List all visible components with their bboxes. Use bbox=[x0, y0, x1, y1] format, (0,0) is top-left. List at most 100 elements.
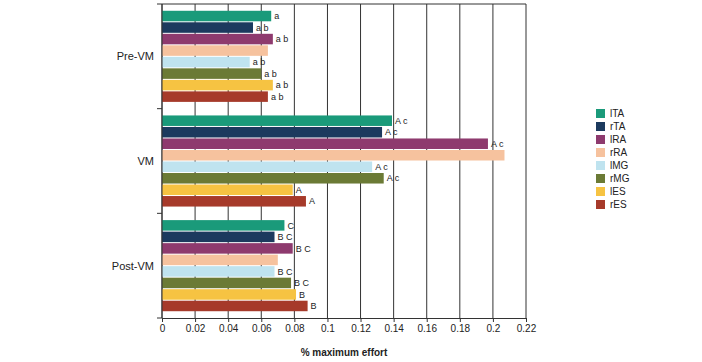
tick-label: 0.1 bbox=[321, 323, 335, 334]
grid-line bbox=[294, 4, 295, 318]
legend-swatch bbox=[596, 109, 605, 118]
tick-mark bbox=[157, 213, 162, 214]
tick-mark bbox=[228, 318, 229, 322]
legend-swatch bbox=[596, 161, 605, 170]
legend-label: rMG bbox=[610, 173, 630, 184]
bar bbox=[162, 68, 261, 79]
bar bbox=[162, 185, 293, 196]
grid-line bbox=[526, 4, 527, 318]
tick-label: 0 bbox=[160, 323, 166, 334]
annotation: A c bbox=[385, 127, 398, 137]
bars bbox=[162, 11, 504, 311]
tick-label: VM bbox=[138, 155, 155, 167]
tick: 0.12 bbox=[351, 318, 371, 334]
tick-label: 0.22 bbox=[517, 323, 537, 334]
legend: lTA rTA lRA rRA lMG rMG lES rES bbox=[596, 108, 630, 210]
legend-item: rTA bbox=[596, 121, 626, 132]
annotation: a bbox=[274, 11, 279, 21]
legend-label: rES bbox=[610, 199, 627, 210]
tick: 0.18 bbox=[451, 318, 471, 334]
legend-item: lRA bbox=[596, 134, 626, 145]
tick-mark bbox=[361, 318, 362, 322]
bar bbox=[162, 115, 392, 126]
bar bbox=[162, 80, 273, 91]
bar bbox=[162, 301, 308, 312]
tick-mark bbox=[195, 318, 196, 322]
bar bbox=[162, 220, 284, 231]
legend-swatch bbox=[596, 148, 605, 157]
annotation: A bbox=[309, 196, 315, 206]
plot: aA cCa bA cB Ca bA cB Ca bA cB Ca bA cB … bbox=[112, 4, 537, 334]
tick-mark bbox=[460, 318, 461, 322]
tick-mark bbox=[526, 318, 527, 322]
annotation: C bbox=[287, 221, 294, 231]
tick-mark bbox=[261, 318, 262, 322]
x-axis: 0 0.02 0.04 0.06 0.08 0.1 0.12 0.14 0.16 0.18 0.2 0… bbox=[160, 318, 537, 334]
annotation: B bbox=[311, 301, 317, 311]
grid-line bbox=[162, 4, 163, 318]
bar bbox=[162, 11, 271, 22]
bar bbox=[162, 138, 488, 149]
legend-item: lMG bbox=[596, 160, 629, 171]
tick-mark bbox=[493, 318, 494, 322]
axis-title: % maximum effort bbox=[301, 347, 388, 358]
annotation: B C bbox=[278, 267, 294, 277]
tick: 0.02 bbox=[186, 318, 206, 334]
bar bbox=[162, 266, 275, 277]
tick-label: 0.12 bbox=[351, 323, 371, 334]
legend-item: lES bbox=[596, 186, 626, 197]
legend-item: rES bbox=[596, 199, 627, 210]
tick-label: 0.04 bbox=[219, 323, 239, 334]
bar bbox=[162, 232, 275, 243]
annotation: a b bbox=[264, 69, 277, 79]
legend-item: rMG bbox=[596, 173, 630, 184]
legend-label: lRA bbox=[610, 134, 626, 145]
bar bbox=[162, 22, 253, 33]
bar bbox=[162, 162, 372, 173]
bar bbox=[162, 255, 278, 266]
legend-item: lTA bbox=[596, 108, 625, 119]
tick-mark bbox=[427, 318, 428, 322]
axis-line bbox=[163, 319, 527, 323]
annotation: A c bbox=[387, 173, 400, 183]
grid-line bbox=[492, 4, 493, 318]
bar bbox=[162, 243, 293, 254]
legend-swatch bbox=[596, 200, 605, 209]
grid-line bbox=[426, 4, 427, 318]
tick: 0.06 bbox=[252, 318, 272, 334]
bar bbox=[162, 278, 291, 289]
tick-mark bbox=[157, 4, 162, 5]
legend-swatch bbox=[596, 122, 605, 131]
annotation: a b bbox=[253, 57, 266, 67]
tick-label: 0.02 bbox=[186, 323, 206, 334]
tick-label: 0.14 bbox=[384, 323, 404, 334]
annotation: B C bbox=[278, 232, 294, 242]
tick-mark bbox=[157, 318, 162, 319]
grid-line bbox=[327, 4, 328, 318]
legend-label: rTA bbox=[610, 121, 626, 132]
tick: 0.22 bbox=[517, 318, 537, 334]
tick: 0.14 bbox=[384, 318, 404, 334]
tick-label: 0.06 bbox=[252, 323, 272, 334]
chart: aA cCa bA cB Ca bA cB Ca bA cB Ca bA cB … bbox=[0, 0, 702, 362]
tick: 0.16 bbox=[417, 318, 437, 334]
tick-mark bbox=[294, 318, 295, 322]
tick: 0.1 bbox=[321, 318, 335, 334]
legend-label: rRA bbox=[610, 147, 628, 158]
legend-label: lTA bbox=[610, 108, 625, 119]
tick-label: 0.2 bbox=[486, 323, 500, 334]
axis-line bbox=[162, 4, 163, 318]
grid-line bbox=[360, 4, 361, 318]
annotation: A bbox=[296, 185, 302, 195]
annotation: A c bbox=[395, 116, 408, 126]
tick: 0.04 bbox=[219, 318, 239, 334]
tick-mark bbox=[394, 318, 395, 322]
bar bbox=[162, 127, 382, 138]
bar bbox=[162, 45, 268, 56]
bar bbox=[162, 173, 384, 184]
annotation: B C bbox=[294, 278, 310, 288]
grid-line bbox=[393, 4, 394, 318]
legend-label: lES bbox=[610, 186, 626, 197]
tick-mark bbox=[327, 318, 328, 322]
tick-label: 0.08 bbox=[285, 323, 305, 334]
